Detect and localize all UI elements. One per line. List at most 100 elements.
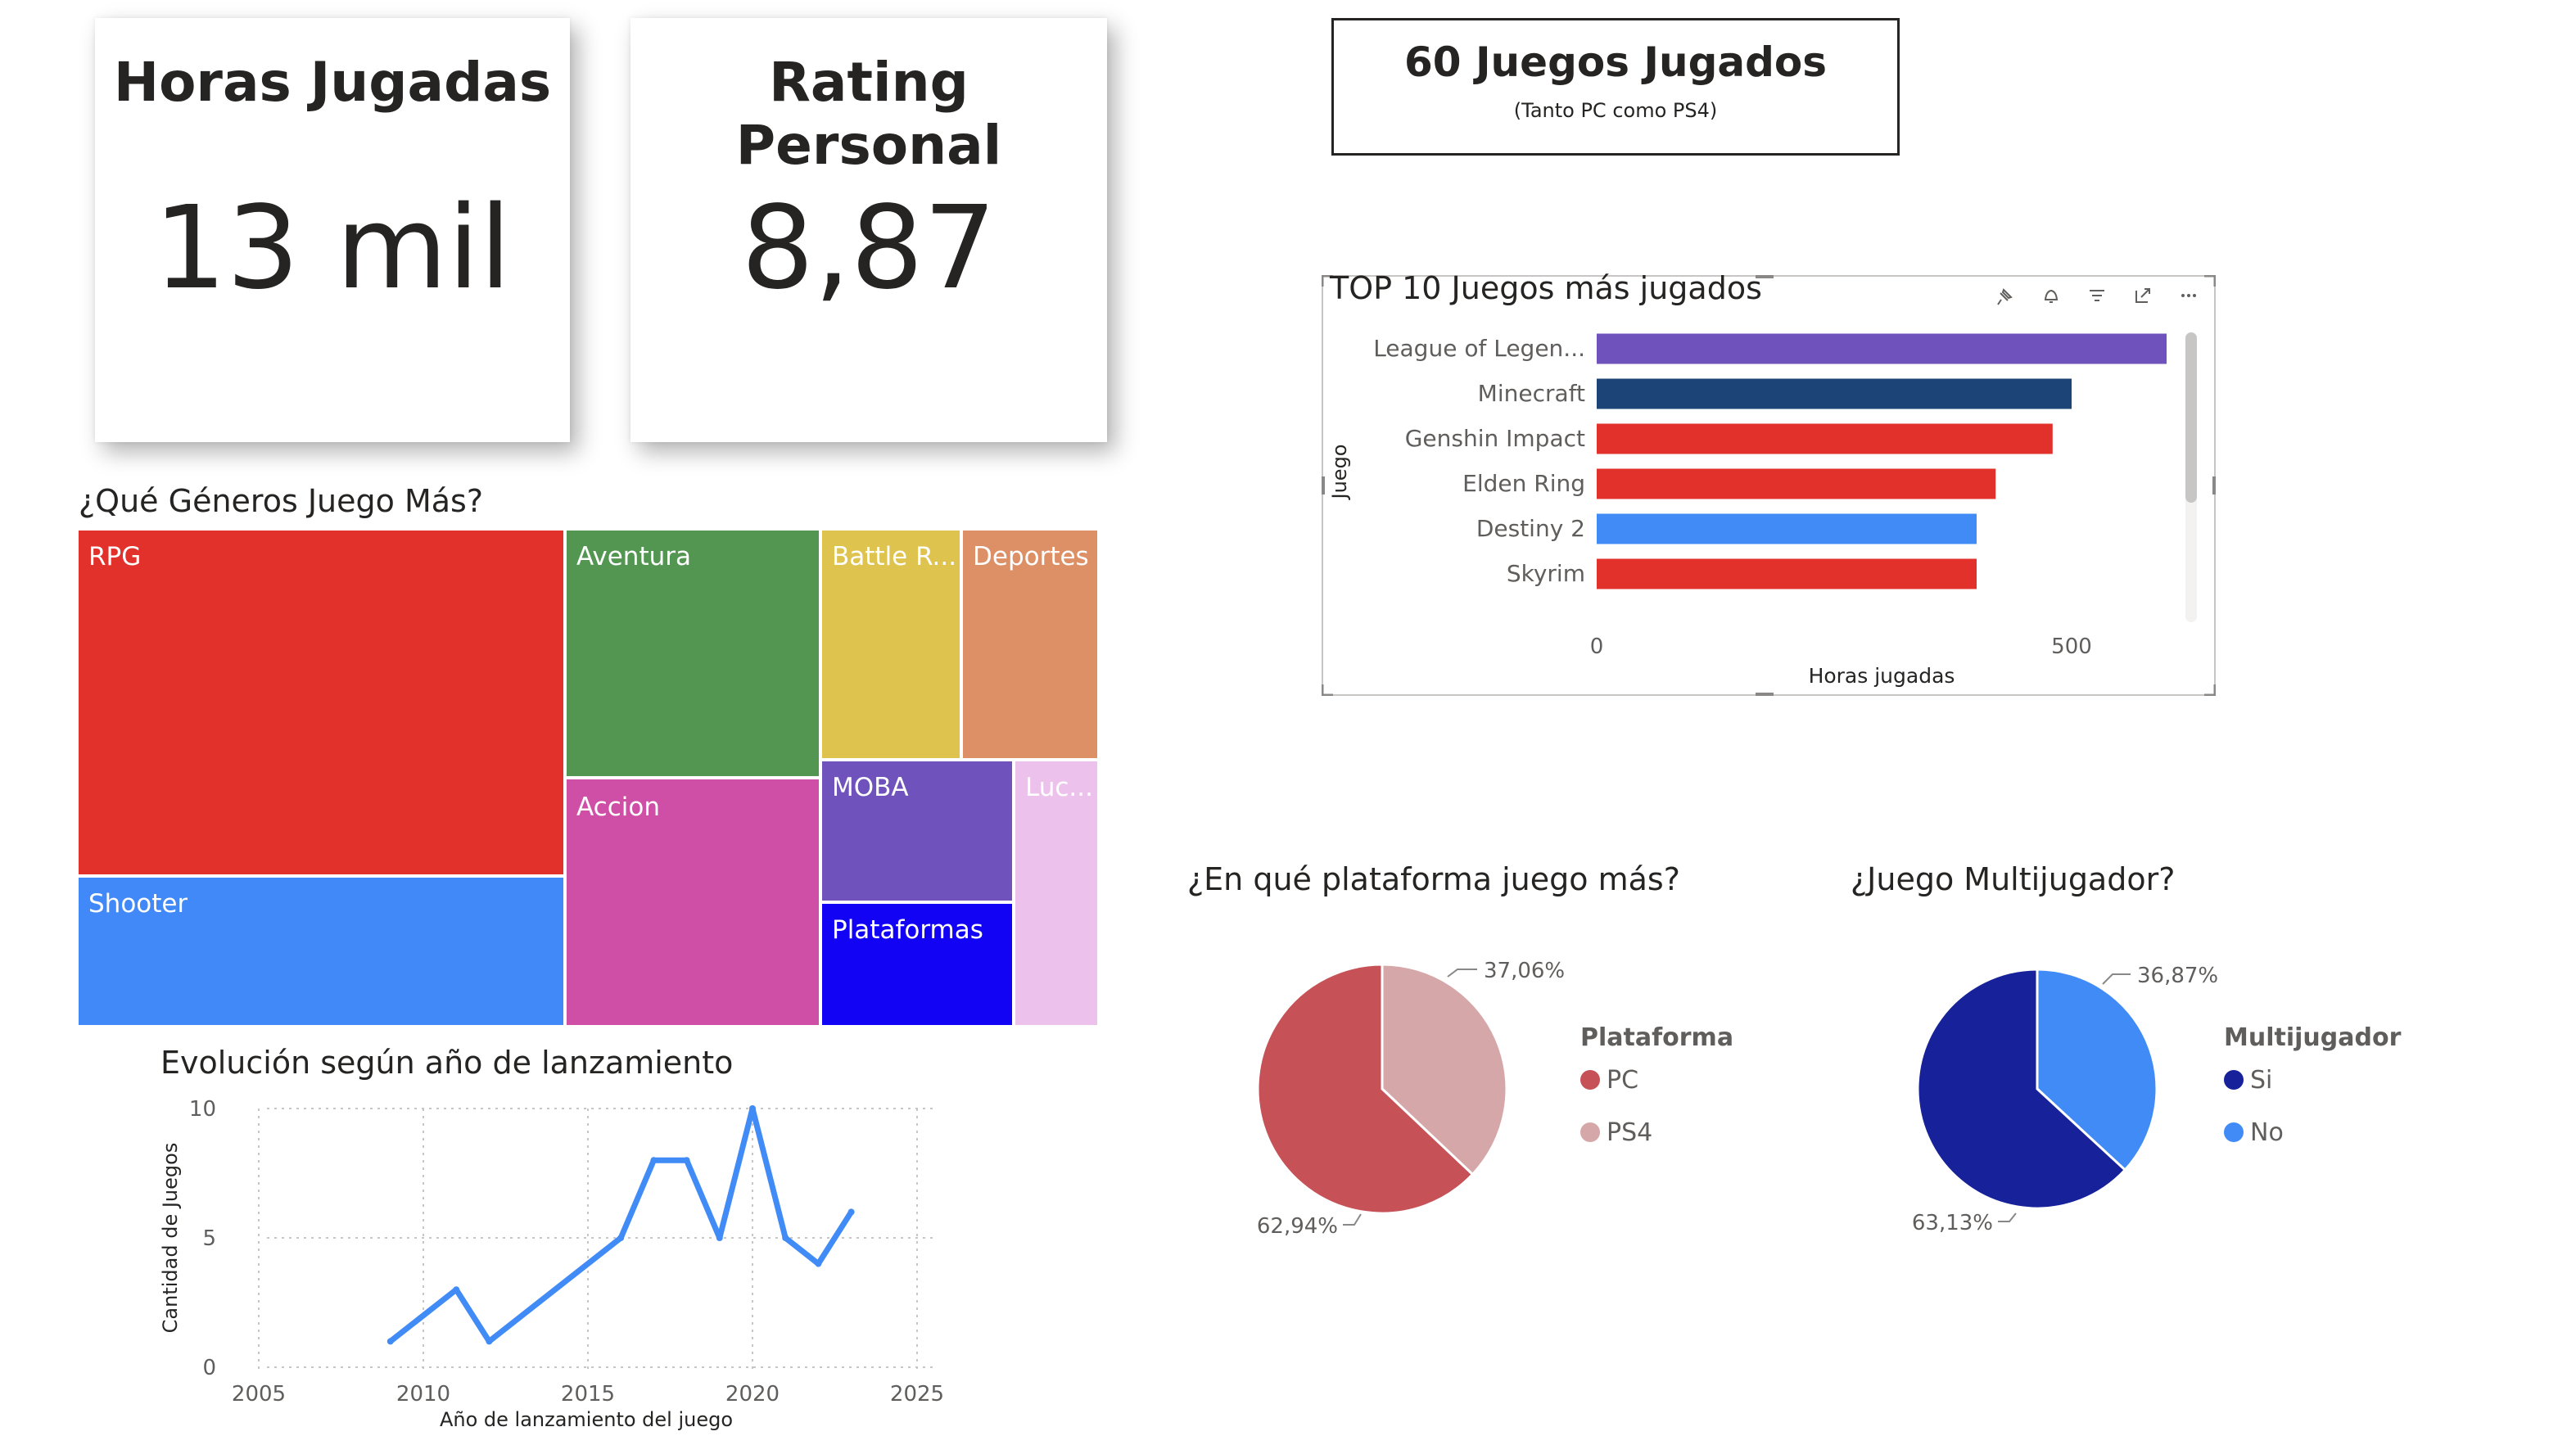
treemap-tile-lucha[interactable]: Luc... (1015, 761, 1097, 1025)
multiplayer-pie-chart: 63,13% 36,87% (1912, 964, 2218, 1235)
legend-item-no[interactable]: No (2224, 1118, 2284, 1147)
treemap-tile-aventura[interactable]: Aventura (567, 531, 819, 776)
legend-dot-ps4 (1580, 1122, 1600, 1142)
treemap-label-aventura: Aventura (576, 542, 691, 571)
line-chart-title: Evolución según año de lanzamiento (160, 1045, 734, 1081)
bar-label-2: Genshin Impact (1405, 425, 1585, 452)
line-xtick-2: 2015 (561, 1382, 615, 1407)
legend-label-pc: PC (1607, 1066, 1639, 1095)
pin-icon[interactable] (1993, 283, 2018, 308)
platform-pie-title: ¿En qué plataforma juego más? (1187, 861, 1680, 897)
line-point-9[interactable] (815, 1260, 822, 1267)
bar-4[interactable] (1597, 513, 1977, 544)
line-ytick-1: 5 (202, 1226, 216, 1251)
pie-leader-0 (1343, 1213, 1362, 1226)
line-point-7[interactable] (749, 1105, 756, 1112)
treemap-tile-deportes[interactable]: Deportes (963, 531, 1097, 758)
hours-card[interactable]: Horas Jugadas 13 mil (95, 18, 570, 442)
multiplayer-legend: Multijugador Si No (2224, 1023, 2470, 1171)
pie-data-label-1: 37,06% (1484, 959, 1565, 983)
treemap-tile-accion[interactable]: Accion (567, 779, 819, 1025)
bar-chart-scrollbar-thumb[interactable] (2185, 332, 2197, 503)
bar-xtick-1: 500 (2051, 634, 2092, 659)
pie-slice-ps4[interactable] (1381, 963, 1508, 1176)
bell-icon[interactable] (2039, 283, 2063, 308)
line-point-8[interactable] (782, 1235, 789, 1241)
treemap-label-lucha: Luc... (1025, 773, 1093, 802)
treemap-tile-shooter[interactable]: Shooter (79, 878, 563, 1025)
legend-label-no: No (2250, 1118, 2284, 1147)
bar-label-5: Skyrim (1507, 560, 1585, 587)
line-chart-xlabel: Año de lanzamiento del juego (440, 1408, 733, 1431)
bar-label-1: Minecraft (1478, 380, 1585, 407)
treemap-tile-rpg[interactable]: RPG (79, 531, 563, 874)
bar-5[interactable] (1597, 558, 1977, 589)
focus-mode-icon[interactable] (2131, 283, 2155, 308)
pie-slice-si[interactable] (1916, 968, 2127, 1210)
bar-2[interactable] (1597, 423, 2053, 454)
line-xtick-0: 2005 (232, 1382, 286, 1407)
line-xtick-4: 2025 (890, 1382, 944, 1407)
treemap-label-plataformas: Plataformas (832, 915, 983, 945)
line-xtick-3: 2020 (725, 1382, 780, 1407)
bar-0[interactable] (1597, 333, 2167, 364)
top-games-bar-chart: Juego Horas jugadas League of Legen... Mi… (1328, 332, 2197, 688)
hours-card-title: Horas Jugadas (113, 51, 552, 114)
multiplayer-legend-title: Multijugador (2224, 1023, 2402, 1052)
release-year-line-chart: Cantidad de Juegos Año de lanzamiento de… (159, 1097, 944, 1431)
filter-icon[interactable] (2085, 283, 2109, 308)
line-point-0[interactable] (386, 1338, 394, 1345)
line-point-2[interactable] (486, 1338, 493, 1345)
rating-card-value: 8,87 (741, 182, 997, 315)
multiplayer-pie-title: ¿Juego Multijugador? (1851, 861, 2176, 897)
line-ytick-2: 10 (189, 1097, 216, 1122)
legend-item-ps4[interactable]: PS4 (1580, 1118, 1652, 1147)
platform-legend-title: Plataforma (1580, 1023, 1734, 1052)
treemap-label-accion: Accion (576, 792, 660, 822)
top-games-title: TOP 10 Juegos más jugados (1330, 270, 1762, 306)
genre-treemap[interactable]: RPG Shooter Aventura Accion Battle R... … (79, 531, 1097, 1025)
bar-xtick-0: 0 (1590, 634, 1604, 659)
legend-dot-no (2224, 1122, 2244, 1142)
bar-label-3: Elden Ring (1462, 470, 1585, 497)
genre-treemap-title: ¿Qué Géneros Juego Más? (79, 483, 483, 519)
treemap-tile-moba[interactable]: MOBA (822, 761, 1012, 901)
treemap-label-shooter: Shooter (88, 889, 188, 919)
treemap-label-rpg: RPG (88, 542, 142, 571)
games-played-subtitle: (Tanto PC como PS4) (1513, 99, 1718, 122)
line-point-5[interactable] (683, 1157, 690, 1164)
games-played-card[interactable]: 60 Juegos Jugados (Tanto PC como PS4) (1331, 18, 1900, 156)
line-point-4[interactable] (650, 1157, 658, 1164)
bar-1[interactable] (1597, 378, 2072, 409)
platform-legend: Plataforma PC PS4 (1580, 1023, 1826, 1171)
treemap-tile-plataformas[interactable]: Plataformas (822, 904, 1012, 1025)
rating-card[interactable]: Rating Personal 8,87 (630, 18, 1107, 442)
legend-item-pc[interactable]: PC (1580, 1066, 1638, 1095)
pie-leader-1 (1447, 969, 1477, 978)
line-xtick-1: 2010 (396, 1382, 450, 1407)
pie-slice-pc[interactable] (1256, 963, 1475, 1215)
bar-3[interactable] (1597, 468, 1996, 499)
bar-chart-ylabel: Juego (1328, 445, 1351, 501)
line-ytick-0: 0 (202, 1356, 216, 1380)
more-options-icon[interactable] (2176, 283, 2201, 308)
line-series[interactable] (387, 1105, 855, 1344)
treemap-label-deportes: Deportes (973, 542, 1089, 571)
treemap-label-moba: MOBA (832, 773, 909, 802)
bar-label-4: Destiny 2 (1476, 515, 1585, 542)
line-point-3[interactable] (617, 1235, 625, 1241)
line-point-1[interactable] (453, 1286, 460, 1294)
top-games-visual[interactable]: TOP 10 Juegos más jugados Juego Horas ju… (1322, 270, 2216, 696)
line-point-10[interactable] (847, 1208, 855, 1216)
pie-leader-1 (2102, 973, 2131, 985)
legend-item-si[interactable]: Si (2224, 1066, 2272, 1095)
hours-card-value: 13 mil (153, 182, 512, 315)
legend-dot-pc (1580, 1070, 1600, 1090)
pie-data-label-0: 63,13% (1912, 1211, 1993, 1235)
treemap-tile-battle-royale[interactable]: Battle R... (822, 531, 960, 758)
bar-chart-xlabel: Horas jugadas (1809, 664, 1955, 688)
pie-slice-no[interactable] (2036, 968, 2158, 1172)
pie-leader-0 (1998, 1212, 2017, 1222)
rating-card-title: Rating Personal (735, 51, 1002, 177)
line-point-6[interactable] (716, 1235, 723, 1241)
